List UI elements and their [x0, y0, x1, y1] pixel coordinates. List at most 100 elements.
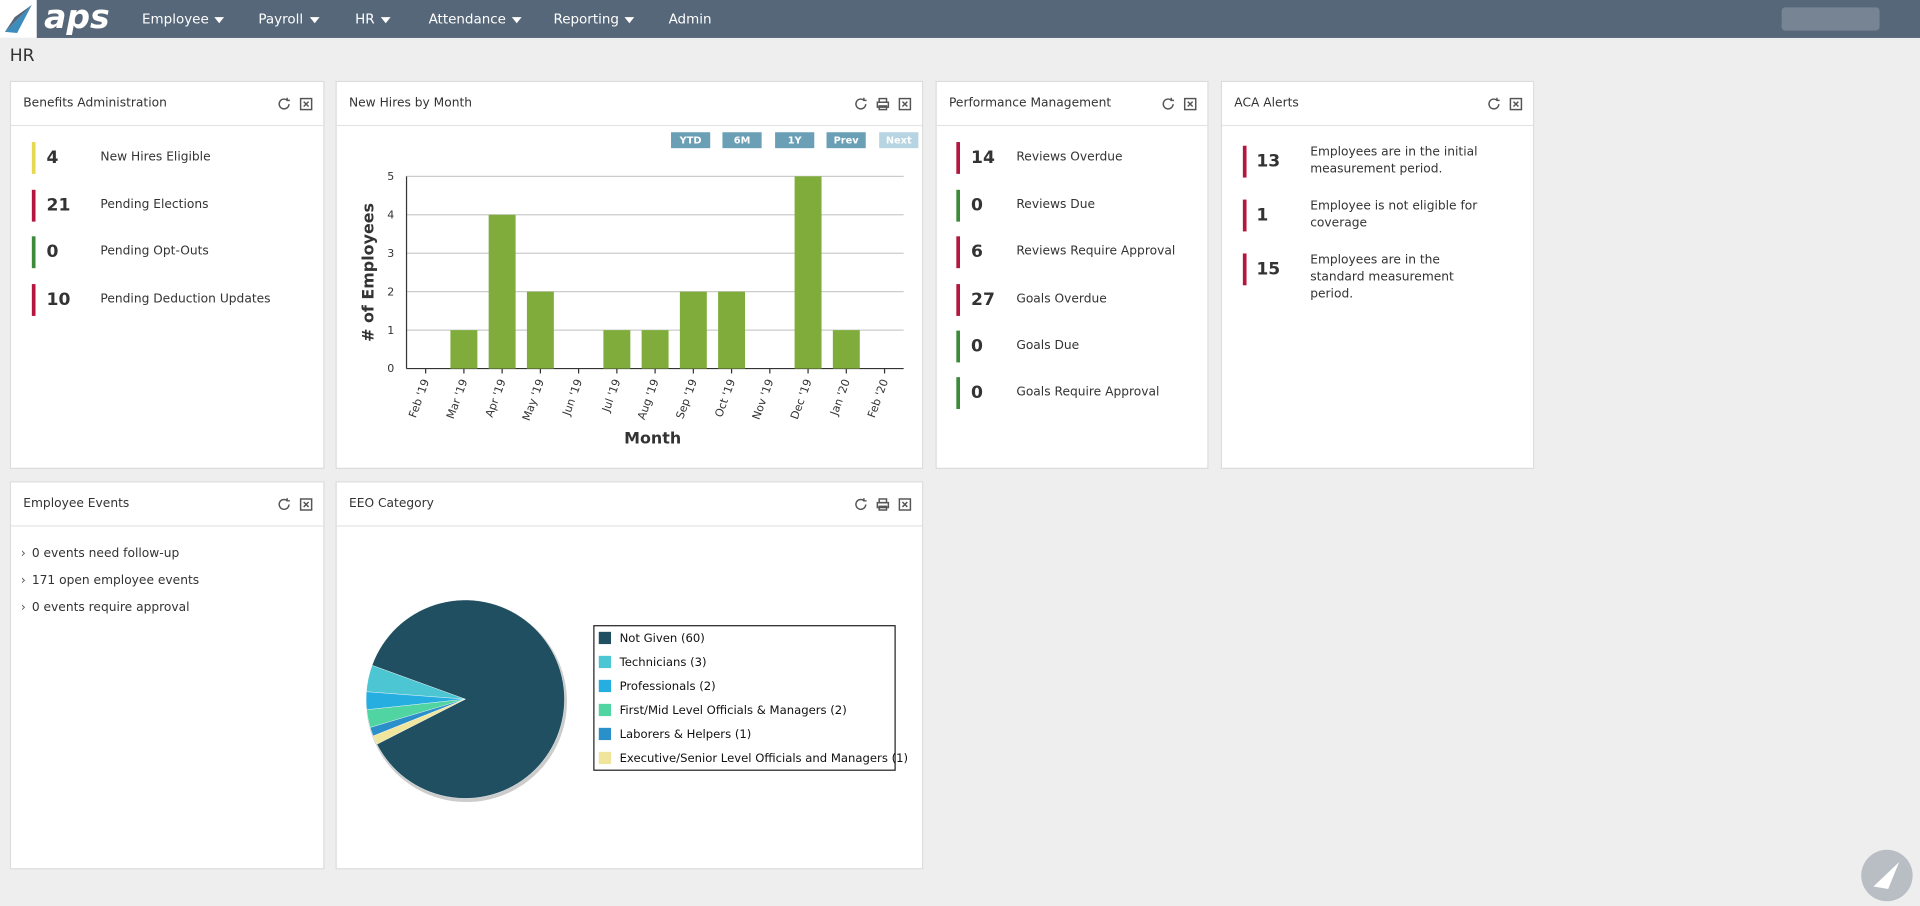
bar[interactable] — [450, 330, 478, 369]
legend-label[interactable]: Laborers & Helpers (1) — [620, 727, 752, 741]
event-link[interactable]: 0 events need follow-up — [31, 547, 180, 561]
x-tick-label: Apr '19 — [483, 377, 509, 419]
logo-text[interactable]: aps — [44, 0, 110, 37]
panel-close-icon[interactable] — [898, 497, 913, 512]
panel-close-icon[interactable] — [299, 97, 314, 112]
panel-refresh-icon[interactable] — [853, 497, 868, 512]
panel-refresh-icon[interactable] — [1487, 97, 1502, 112]
logo-icon[interactable] — [0, 0, 39, 38]
status-bar — [31, 236, 36, 269]
stat-label[interactable]: Pending Deduction Updates — [100, 292, 271, 307]
period-button[interactable]: 1Y — [775, 132, 815, 149]
legend-label[interactable]: Technicians (3) — [619, 655, 707, 669]
nav-caret[interactable] — [214, 16, 225, 23]
panel-print-icon[interactable] — [876, 497, 891, 512]
nav-item-label[interactable]: HR — [355, 11, 375, 27]
nav-caret[interactable] — [625, 16, 635, 23]
period-button[interactable]: Prev — [826, 132, 866, 149]
pie-slice[interactable] — [372, 699, 466, 745]
nav-caret[interactable] — [380, 16, 391, 23]
panel-refresh-icon[interactable] — [277, 97, 292, 112]
widget-panel: New Hires by Month YTD 6M 1Y Prev Next 0 1 2 3 4 5 #… — [335, 80, 924, 469]
icon-shape — [876, 101, 890, 108]
status-bar — [956, 189, 960, 222]
bar[interactable] — [832, 330, 860, 369]
stat-label[interactable]: Employees are in the initial measurement… — [1310, 145, 1478, 177]
icon-shape — [1187, 101, 1194, 108]
panel-refresh-icon[interactable] — [1161, 97, 1176, 112]
bar[interactable] — [718, 291, 746, 369]
period-button[interactable]: Next — [879, 132, 919, 149]
stat-label[interactable]: Reviews Due — [1016, 198, 1096, 212]
bar[interactable] — [526, 291, 554, 369]
nav-caret[interactable] — [309, 16, 319, 23]
stat-label[interactable]: Goals Overdue — [1016, 292, 1107, 307]
panel-close-icon[interactable] — [1183, 97, 1198, 112]
nav-item-label[interactable]: Attendance — [428, 11, 506, 27]
legend-label[interactable]: Professionals (2) — [620, 679, 716, 693]
panel-refresh-icon[interactable] — [853, 97, 868, 112]
legend-swatch[interactable] — [598, 631, 612, 645]
stat-label[interactable]: Pending Elections — [100, 198, 209, 212]
nav-item-label[interactable]: Reporting — [553, 11, 619, 27]
panel-close-icon[interactable] — [1509, 97, 1524, 112]
y-tick-label: 5 — [387, 170, 394, 183]
stat-value: 0 — [46, 242, 59, 263]
nav-item[interactable]: HR — [355, 0, 391, 38]
icon-shape — [278, 97, 290, 110]
event-chevron: › — [20, 547, 26, 561]
widget-title: New Hires by Month — [348, 96, 473, 111]
bar[interactable] — [794, 176, 822, 369]
stat-value: 4 — [46, 148, 59, 168]
panel-close-icon[interactable] — [299, 497, 314, 512]
status-bar — [1242, 145, 1247, 178]
stat-label[interactable]: Goals Due — [1016, 339, 1080, 353]
nav-item[interactable]: Attendance — [429, 0, 522, 38]
stat-label[interactable]: Employees are in the standard measuremen… — [1310, 253, 1454, 302]
legend-label[interactable]: First/Mid Level Officials & Managers (2) — [620, 703, 847, 717]
icon-shape — [1488, 97, 1500, 110]
user-menu[interactable] — [1781, 7, 1880, 31]
legend-swatch[interactable] — [598, 727, 612, 741]
bar[interactable] — [603, 330, 631, 369]
panel-refresh-icon[interactable] — [277, 497, 292, 512]
legend-label[interactable]: Executive/Senior Level Officials and Man… — [620, 751, 908, 765]
event-link[interactable]: 171 open employee events — [31, 574, 200, 588]
panel-print-icon[interactable] — [876, 97, 891, 112]
legend-swatch[interactable] — [598, 703, 612, 717]
stat-label[interactable]: Goals Require Approval — [1016, 385, 1160, 400]
panel-close-icon[interactable] — [898, 97, 913, 112]
nav-item-label[interactable]: Employee — [142, 11, 209, 27]
period-button[interactable]: 6M — [722, 132, 762, 149]
nav-caret[interactable] — [512, 16, 522, 23]
legend-swatch[interactable] — [598, 751, 612, 765]
stat-label[interactable]: New Hires Eligible — [100, 150, 211, 165]
stat-label[interactable]: Employee is not eligible for coverage — [1310, 199, 1478, 231]
legend-swatch[interactable] — [598, 679, 612, 693]
widget-header: EEO Category — [336, 482, 923, 527]
nav-item[interactable]: Payroll — [258, 0, 319, 38]
nav-item[interactable]: Reporting — [553, 0, 635, 38]
stat-value: 6 — [971, 242, 983, 263]
period-button[interactable]: YTD — [671, 132, 711, 149]
bar[interactable] — [641, 330, 669, 369]
legend-swatch[interactable] — [598, 655, 612, 669]
pie-chart: Not Given (60) Technicians (3) Professiona… — [365, 599, 908, 803]
help-logo[interactable] — [1859, 847, 1915, 903]
nav-item[interactable]: Employee — [142, 0, 225, 38]
legend-label[interactable]: Not Given (60) — [620, 631, 705, 645]
bar[interactable] — [488, 214, 516, 369]
icon-shape — [901, 501, 908, 508]
bar[interactable] — [679, 291, 707, 369]
nav-item-label[interactable]: Admin — [668, 11, 712, 27]
event-link[interactable]: 0 events require approval — [31, 601, 190, 615]
stat-label[interactable]: Reviews Overdue — [1016, 150, 1123, 165]
widget-header: Performance Management — [936, 82, 1208, 127]
stat-label[interactable]: Pending Opt-Outs — [100, 244, 209, 259]
nav-item[interactable]: Admin — [669, 0, 712, 38]
nav-item-label[interactable]: Payroll — [258, 11, 304, 27]
pie-slice[interactable] — [371, 599, 565, 799]
stat-label[interactable]: Reviews Require Approval — [1016, 244, 1176, 259]
status-bar — [956, 284, 960, 316]
